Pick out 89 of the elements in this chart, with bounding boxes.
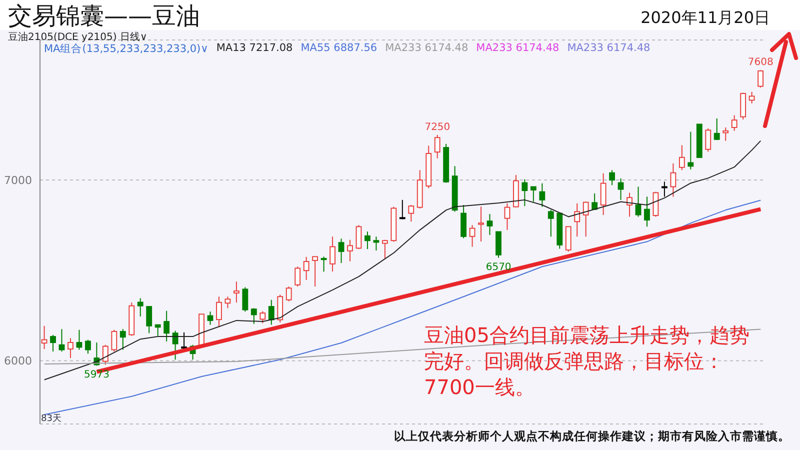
annotation: MA233 6174.48 [567,42,650,56]
candlestick [242,286,248,312]
candlestick [76,329,82,350]
candlestick [574,202,580,238]
candlestick [347,239,353,262]
candlestick [102,344,108,366]
candlestick [373,236,380,252]
candlestick [181,332,187,350]
candlestick [286,286,292,302]
candlestick [548,210,554,238]
candlestick [652,191,659,218]
candlestick [408,204,414,222]
candlestick [50,334,56,352]
candlestick [233,281,240,304]
candlestick [260,310,266,324]
candlestick [504,202,510,230]
annotation: 6570 [486,262,512,273]
candlestick [154,324,161,336]
candlestick [277,294,284,323]
annotation: MA233 6174.48 [476,42,560,56]
candlestick [382,239,388,259]
candlestick [469,224,476,248]
annotation: 83天 [41,413,62,425]
candlestick [111,329,118,352]
candlestick [312,256,318,287]
text: MA13 7217.08 [216,42,293,56]
candlestick [565,226,572,252]
candlestick [224,296,231,309]
candlestick [320,256,327,272]
y-tick-label: 6000 [4,354,32,368]
candlestick [268,299,274,326]
text: 2020年11月20日 [640,8,770,29]
candlestick [722,126,729,142]
candlestick [731,114,738,132]
text: 以上仅代表分析师个人观点不构成任何操作建议；期市有风险入市需谨慎。 [394,429,790,444]
candlestick [207,311,214,326]
candlestick [678,144,685,171]
annotation: 7608 [748,57,774,68]
candlestick [582,201,589,238]
annotation: 7250 [424,122,450,133]
text: MA55 6887.56 [300,42,378,56]
candlestick [172,330,178,360]
candlestick [41,325,48,350]
candlestick [356,224,362,250]
candlestick [758,70,764,88]
candlestick [58,328,65,352]
candlestick [748,91,755,104]
candlestick [714,118,720,141]
chart-title: 交易锦囊——豆油 [8,2,200,30]
candlestick [530,186,536,202]
candlestick [68,338,74,359]
chart-subtitle: 豆油2105(DCE y2105) 日线∨ [8,30,148,43]
candlestick [434,134,440,159]
candlestick [618,178,624,200]
candlestick [478,206,484,242]
candlestick [338,238,344,264]
candlestick [146,306,152,334]
candlestick [364,231,370,250]
candlestick [600,172,606,216]
candlestick [486,214,493,236]
annotation: MA组合(13,55,233,233,233,0)∨ [44,42,208,56]
candlestick [84,339,91,354]
annotation: 豆油05合约目前震荡上升走势，趋势完好。回调做反弹思路，目标位：7700一线。 [424,322,750,400]
candlestick [522,178,528,207]
candlestick [688,131,694,170]
candlestick [137,298,144,317]
candlestick [609,170,616,186]
candlestick [740,92,746,120]
candlestick [294,266,301,287]
candlestick [670,162,676,198]
line-series [44,200,762,416]
candlestick [250,308,257,324]
candlestick [662,181,668,198]
candlestick [164,310,170,342]
candlestick [399,199,406,220]
candlestick [120,328,126,350]
annotation: 5973 [84,370,110,381]
candlestick [539,182,546,208]
candlestick [705,128,712,152]
candlestick [460,204,467,239]
candlestick [635,186,642,218]
candlestick [330,236,336,272]
candlestick [626,192,632,218]
y-tick-label: 7000 [4,174,32,187]
candlestick [496,231,502,258]
text: MA233 6174.48 [385,42,468,56]
candlestick [644,196,650,228]
candlestick [303,256,310,280]
candlestick [216,296,222,328]
